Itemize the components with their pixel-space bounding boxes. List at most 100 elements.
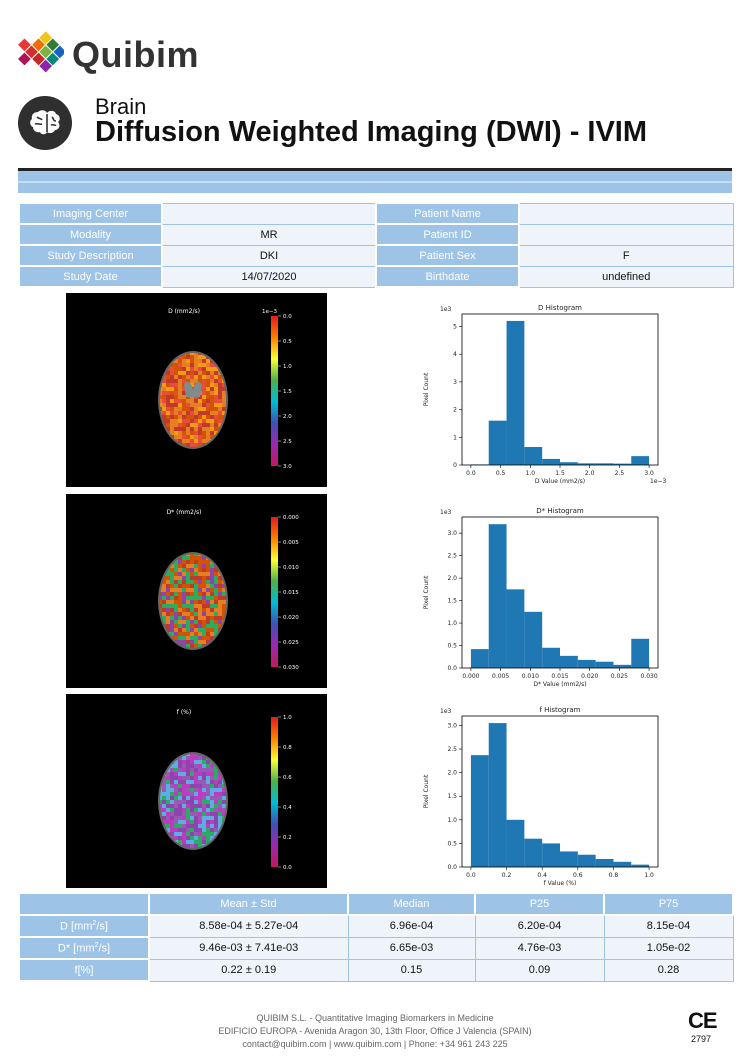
- map-title: f (%): [177, 709, 191, 716]
- y-tick-label: 2: [453, 407, 457, 414]
- histogram-bar: [613, 463, 632, 465]
- colorbar-tick-label: 0.2: [283, 835, 292, 841]
- info-value: undefined: [518, 265, 734, 288]
- colorbar-tick-label: 0.025: [283, 640, 299, 646]
- x-tick-label: 1.5: [555, 470, 565, 477]
- histogram-bar: [470, 755, 489, 867]
- colorbar-tick-label: 0.6: [283, 775, 292, 781]
- stats-p25: 0.09: [474, 958, 605, 982]
- stats-row: D [mm2/s] 8.58e-04 ± 5.27e-04 6.96e-04 6…: [18, 914, 734, 938]
- colorbar-tick-label: 0.020: [283, 615, 299, 621]
- x-tick-label: 0.015: [551, 673, 568, 680]
- colorbar-tick-label: 0.030: [283, 665, 299, 671]
- study-info-table: Imaging Center Patient Name Modality MR …: [18, 202, 734, 288]
- stats-median: 0.15: [347, 958, 476, 982]
- colorbar-tick-label: 0.0: [283, 314, 292, 320]
- info-label: Patient Name: [375, 202, 520, 225]
- colorbar-tick-label: 0.5: [283, 339, 292, 345]
- y-tick-label: 1: [453, 434, 457, 441]
- colorbar-tick-label: 1.0: [283, 364, 292, 370]
- x-tick-label: 0.005: [492, 673, 509, 680]
- histogram-bar: [631, 456, 650, 465]
- stats-header: P75: [603, 892, 734, 916]
- ventricle: [184, 381, 202, 397]
- y-tick-label: 0.0: [447, 864, 457, 871]
- colorbar-tick-label: 0.8: [283, 745, 292, 751]
- d-histogram: D Histogram 1e3 0.0 0.5 1.0 1.5 2.0 2.5 3.0 0 1 2 3 4…: [416, 302, 672, 490]
- histogram-bar: [524, 446, 543, 465]
- x-tick-label: 0.6: [573, 872, 583, 879]
- map-title: D (mm2/s): [168, 308, 200, 315]
- stats-param-label: D [mm2/s]: [18, 914, 150, 938]
- y-tick-label: 1.5: [447, 598, 457, 605]
- y-tick-label: 3.0: [447, 722, 457, 729]
- x-tick-label: 1.0: [526, 470, 536, 477]
- x-tick-label: 2.0: [585, 470, 595, 477]
- quibim-logo-mark: [18, 31, 64, 73]
- ce-number: 2797: [691, 1034, 712, 1044]
- info-value: [161, 202, 377, 225]
- info-value: F: [518, 244, 734, 267]
- x-tick-label: 1.0: [644, 872, 654, 879]
- stats-table: Mean ± Std Median P25 P75 D [mm2/s] 8.58…: [18, 892, 734, 982]
- stats-mean: 9.46e-03 ± 7.41e-03: [148, 936, 349, 960]
- dstar-histogram: D* Histogram 1e3 0.000 0.005 0.010 0.015 0.020…: [416, 505, 672, 691]
- histogram-bar: [488, 524, 507, 668]
- stats-p25: 4.76e-03: [474, 936, 605, 960]
- y-tick-label: 0.5: [447, 643, 457, 650]
- info-label: Imaging Center: [18, 202, 163, 225]
- x-tick-label: 0.8: [609, 872, 619, 879]
- histogram-bar: [560, 851, 578, 867]
- colorbar-tick-label: 0.010: [283, 565, 299, 571]
- x-tick-label: 0.000: [462, 673, 479, 680]
- histogram-bar: [542, 458, 560, 465]
- brain-icon: [18, 96, 72, 150]
- histogram-bar: [613, 664, 632, 668]
- histogram-bar: [577, 659, 596, 668]
- report-title: Diffusion Weighted Imaging (DWI) - IVIM: [95, 116, 648, 148]
- histogram-bar: [542, 647, 560, 668]
- y-axis-label: Pixel Count: [423, 774, 430, 808]
- x-tick-label: 3.0: [644, 470, 654, 477]
- info-label: Study Description: [18, 244, 163, 267]
- histogram-bar: [595, 463, 614, 465]
- dstar-map-image: D* (mm2/s) 0.000 0.005 0.010 0.015 0.020 0.025…: [66, 494, 327, 688]
- histogram-bar: [595, 858, 614, 867]
- info-row: Study Description DKI Patient Sex F: [18, 244, 734, 267]
- y-scale-label: 1e3: [440, 509, 452, 516]
- info-value: 14/07/2020: [161, 265, 377, 288]
- colorbar-tick-label: 3.0: [283, 464, 292, 470]
- histogram-bar: [631, 638, 650, 668]
- colorbar-scale-label: 1e−3: [262, 309, 277, 315]
- histogram-bar: [560, 462, 578, 465]
- y-tick-label: 5: [453, 323, 457, 330]
- stats-mean: 8.58e-04 ± 5.27e-04: [148, 914, 349, 938]
- colorbar-tick-label: 0.4: [283, 805, 292, 811]
- histogram-bar: [577, 463, 596, 465]
- stats-param-label: f[%]: [18, 958, 150, 982]
- y-tick-label: 0: [453, 462, 457, 469]
- histogram-bar: [524, 838, 543, 867]
- stats-header-row: Mean ± Std Median P25 P75: [18, 892, 734, 916]
- stats-p75: 8.15e-04: [603, 914, 734, 938]
- colorbar: [271, 316, 278, 466]
- colorbar-tick-label: 2.0: [283, 414, 292, 420]
- histogram-bar: [470, 649, 489, 668]
- stats-p25: 6.20e-04: [474, 914, 605, 938]
- header-divider: [18, 168, 732, 171]
- colorbar-tick-label: 0.015: [283, 590, 299, 596]
- y-tick-label: 4: [453, 351, 457, 358]
- histogram-title: D* Histogram: [536, 507, 584, 515]
- x-tick-label: 2.5: [615, 470, 625, 477]
- ce-mark: CE: [688, 1008, 718, 1033]
- x-axis-label: D* Value (mm2/s): [533, 681, 586, 688]
- histogram-title: f Histogram: [539, 706, 580, 714]
- colorbar-tick-label: 0.000: [283, 515, 299, 521]
- colorbar: [271, 717, 278, 867]
- info-label: Study Date: [18, 265, 163, 288]
- stats-header: P25: [474, 892, 605, 916]
- info-row: Modality MR Patient ID: [18, 223, 734, 246]
- histogram-bar: [631, 864, 650, 867]
- x-tick-label: 0.0: [466, 872, 476, 879]
- x-tick-label: 0.2: [502, 872, 512, 879]
